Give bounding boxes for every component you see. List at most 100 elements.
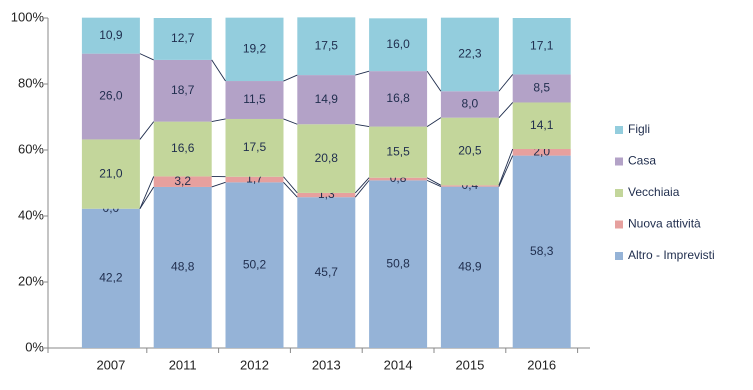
series-line — [498, 155, 514, 187]
bar-segment — [512, 155, 571, 348]
bar-segment — [297, 124, 356, 193]
value-label: 50,8 — [386, 256, 410, 270]
series-line — [355, 123, 370, 128]
bar-segment — [512, 74, 571, 103]
bar-segment — [81, 139, 140, 209]
value-label: 10,9 — [99, 28, 123, 42]
legend-label: Figli — [628, 122, 650, 136]
bar-segment — [369, 71, 428, 127]
value-label: 58,3 — [530, 244, 554, 258]
value-label: 12,7 — [171, 31, 195, 45]
value-label: 17,5 — [243, 140, 267, 154]
bar-segment — [440, 186, 499, 348]
value-label: 50,2 — [243, 257, 267, 271]
x-tick-label: 2011 — [169, 357, 197, 372]
series-line — [498, 74, 514, 92]
x-tick-label: 2015 — [455, 357, 484, 372]
bar-segment — [153, 59, 212, 122]
y-tick-label: 20% — [18, 273, 44, 288]
value-label: 16,6 — [171, 141, 195, 155]
value-label: 17,1 — [530, 38, 554, 52]
bar-segment — [512, 149, 571, 156]
bar-segment — [297, 197, 356, 348]
series-line — [498, 102, 514, 118]
value-label: 14,9 — [315, 92, 339, 106]
series-line — [283, 176, 298, 194]
y-tick-label: 40% — [18, 207, 44, 222]
value-label: 16,0 — [386, 37, 410, 51]
bar-segment — [225, 182, 284, 348]
series-line — [211, 59, 226, 82]
bar-segment — [440, 117, 499, 186]
value-label: 21,0 — [99, 166, 123, 180]
y-tick-label: 0% — [25, 339, 44, 354]
value-label: 16,8 — [386, 91, 410, 105]
bar-segment — [153, 18, 212, 60]
series-line — [283, 182, 298, 198]
value-label: 19,2 — [243, 42, 267, 56]
series-line — [139, 176, 155, 209]
x-tick-label: 2016 — [527, 357, 556, 372]
bar-segment — [153, 176, 212, 187]
series-line — [283, 74, 298, 82]
bar-segment — [440, 17, 499, 92]
bar-segment — [81, 53, 140, 140]
legend-swatch — [615, 126, 623, 134]
bar-segment — [369, 177, 428, 181]
bar-segment — [225, 17, 284, 82]
bar-segment — [512, 18, 571, 75]
value-label: 18,7 — [171, 83, 195, 97]
value-label: 11,5 — [243, 92, 266, 106]
bar-segment — [297, 17, 356, 76]
series-line — [139, 53, 154, 61]
bar-segment — [225, 176, 284, 183]
value-label: 20,8 — [315, 151, 339, 165]
legend-label: Casa — [628, 154, 656, 168]
series-line — [426, 70, 442, 92]
value-label: 20,5 — [458, 144, 482, 158]
series-line — [426, 179, 442, 188]
series-line — [283, 118, 298, 125]
value-label: 45,7 — [315, 265, 339, 279]
bar-segment — [440, 185, 499, 187]
value-label: 22,3 — [458, 47, 482, 61]
legend-swatch — [615, 252, 623, 260]
bar-segment — [369, 126, 428, 178]
bar-segment — [297, 75, 356, 125]
x-tick-label: 2012 — [240, 357, 269, 372]
y-tick-label: 60% — [18, 141, 44, 156]
value-label: 48,8 — [171, 260, 195, 274]
series-line — [211, 181, 226, 188]
bar-segment — [440, 91, 499, 118]
legend-swatch — [615, 220, 623, 229]
value-label: 14,1 — [530, 118, 554, 132]
series-line — [426, 177, 442, 186]
bar-segment — [81, 17, 140, 54]
series-line — [426, 117, 442, 127]
y-tick-label: 80% — [18, 75, 44, 90]
bar-segment — [369, 18, 428, 72]
x-tick-label: 2013 — [312, 357, 341, 372]
series-line — [139, 121, 155, 140]
bar-segment — [81, 208, 140, 348]
value-label: 8,5 — [533, 81, 550, 95]
series-line — [211, 118, 226, 123]
bar-segment — [225, 118, 284, 177]
series-line — [355, 70, 370, 76]
legend-label: Nuova attività — [628, 217, 701, 231]
bar-segment — [153, 186, 212, 348]
series-line — [139, 186, 155, 209]
legend-label: Vecchiaia — [628, 185, 680, 199]
value-label: 42,2 — [99, 271, 123, 285]
value-label: 8,0 — [462, 97, 479, 111]
series-line — [354, 177, 370, 194]
value-label: 17,5 — [315, 38, 339, 52]
value-label: 26,0 — [99, 89, 123, 103]
series-line — [354, 180, 370, 198]
legend-swatch — [615, 157, 623, 166]
value-label: 48,9 — [458, 259, 482, 273]
bar-segment — [153, 121, 212, 177]
series-line — [498, 148, 514, 186]
y-tick-label: 100% — [11, 9, 45, 24]
value-label: 15,5 — [386, 144, 410, 158]
